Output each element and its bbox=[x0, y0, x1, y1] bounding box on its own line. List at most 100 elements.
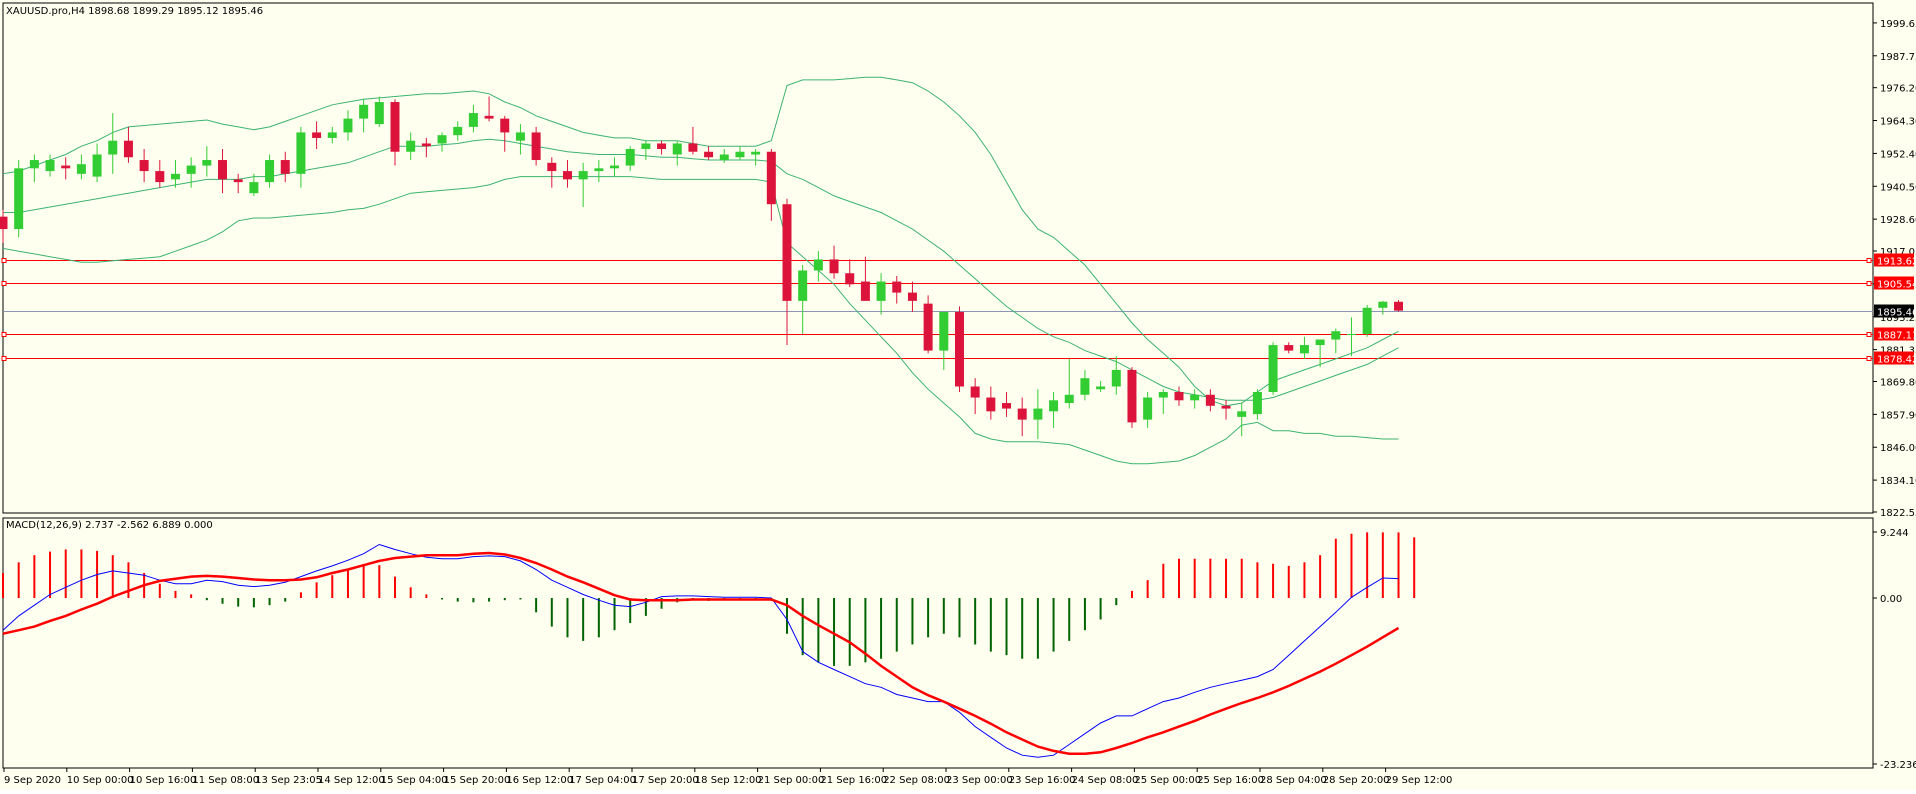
bid-price-label: 1895.46 bbox=[1877, 308, 1916, 319]
macd-tick-label: 9.244 bbox=[1880, 528, 1909, 539]
candle-body bbox=[265, 160, 275, 183]
candle-body bbox=[312, 132, 322, 138]
candle-bullish bbox=[1080, 369, 1090, 401]
candle-body bbox=[704, 151, 714, 158]
candle-bearish bbox=[782, 198, 792, 346]
candle-body bbox=[672, 143, 682, 155]
time-tick-label: 28 Sep 20:00 bbox=[1323, 775, 1390, 786]
candle-body bbox=[1315, 339, 1325, 346]
candle-bullish bbox=[1252, 389, 1262, 420]
candle-bullish bbox=[265, 154, 275, 188]
price-tick-label: 1869.80 bbox=[1880, 378, 1916, 389]
candle-body bbox=[594, 168, 604, 172]
candle-bearish bbox=[704, 146, 714, 161]
level-price-tag bbox=[1874, 276, 1914, 290]
candle-body bbox=[233, 179, 243, 183]
time-tick-label: 16 Sep 12:00 bbox=[506, 775, 573, 786]
time-tick-label: 22 Sep 08:00 bbox=[883, 775, 950, 786]
candle-body bbox=[437, 135, 447, 144]
candle-body bbox=[406, 140, 416, 152]
level-anchor-left bbox=[1, 356, 7, 361]
candle-body bbox=[845, 273, 855, 285]
candle-body bbox=[986, 397, 996, 412]
candle-bullish bbox=[1346, 317, 1356, 357]
level-price-label: 1905.54 bbox=[1877, 280, 1916, 291]
candle-body bbox=[123, 140, 133, 158]
price-tick-label: 1846.00 bbox=[1880, 443, 1916, 454]
candle-body bbox=[1252, 392, 1262, 415]
time-tick-label: 25 Sep 00:00 bbox=[1134, 775, 1201, 786]
time-tick-label: 23 Sep 16:00 bbox=[1009, 775, 1076, 786]
candle-body bbox=[1111, 369, 1121, 387]
candle-bullish bbox=[14, 160, 24, 238]
candle-body bbox=[76, 164, 86, 174]
band-upper bbox=[2, 76, 1399, 407]
candle-bullish bbox=[1237, 403, 1247, 437]
level-anchor-right bbox=[1866, 356, 1872, 361]
candle-body bbox=[813, 259, 823, 271]
candle-body bbox=[249, 182, 259, 194]
level-anchor-right bbox=[1866, 332, 1872, 337]
candle-body bbox=[1205, 394, 1215, 406]
candle-bullish bbox=[1111, 356, 1121, 395]
candle-bullish bbox=[515, 124, 525, 155]
candle-bearish bbox=[1002, 392, 1012, 417]
candle-bullish bbox=[719, 148, 729, 163]
band-lower bbox=[2, 176, 1399, 465]
candle-body bbox=[1017, 408, 1027, 420]
candle-bearish bbox=[860, 256, 870, 301]
time-tick-label: 17 Sep 20:00 bbox=[632, 775, 699, 786]
time-tick-label: 15 Sep 04:00 bbox=[381, 775, 448, 786]
candle-bullish bbox=[735, 146, 745, 161]
time-tick-label: 10 Sep 00:00 bbox=[67, 775, 134, 786]
time-tick-label: 24 Sep 08:00 bbox=[1072, 775, 1139, 786]
candle-body bbox=[515, 132, 525, 141]
time-tick-label: 14 Sep 12:00 bbox=[318, 775, 385, 786]
candle-body bbox=[343, 118, 353, 133]
time-tick-label: 9 Sep 2020 bbox=[4, 775, 61, 786]
candle-bearish bbox=[923, 295, 933, 354]
price-tick-label: 1987.75 bbox=[1880, 52, 1916, 63]
candle-body bbox=[500, 118, 510, 133]
candle-bearish bbox=[139, 148, 149, 183]
candle-bullish bbox=[751, 148, 761, 166]
candle-body bbox=[1237, 411, 1247, 417]
candle-bullish bbox=[939, 311, 949, 370]
time-tick-label: 18 Sep 12:00 bbox=[695, 775, 762, 786]
macd-line bbox=[2, 543, 1399, 758]
candle-body bbox=[45, 160, 55, 172]
candle-bullish bbox=[1049, 392, 1059, 428]
candle-bullish bbox=[876, 273, 886, 315]
candle-body bbox=[547, 162, 557, 172]
candle-bullish bbox=[327, 126, 337, 144]
candle-bullish bbox=[296, 126, 306, 188]
candle-body bbox=[782, 204, 792, 301]
price-tick-label: 1952.40 bbox=[1880, 149, 1916, 160]
signal-line bbox=[2, 551, 1400, 755]
candle-bearish bbox=[562, 160, 572, 188]
candle-body bbox=[657, 143, 667, 149]
symbol-header: XAUUSD.pro,H4 1898.68 1899.29 1895.12 18… bbox=[6, 6, 263, 17]
candle-bullish bbox=[406, 132, 416, 161]
candle-body bbox=[139, 160, 149, 172]
candle-bullish bbox=[108, 113, 118, 174]
level-price-tag bbox=[1874, 327, 1914, 341]
candle-bearish bbox=[123, 126, 133, 163]
price-tick-label: 1917.05 bbox=[1880, 247, 1916, 258]
candle-body bbox=[390, 102, 400, 152]
time-tick-label: 17 Sep 04:00 bbox=[569, 775, 636, 786]
candle-bearish bbox=[1284, 342, 1294, 354]
candle-bearish bbox=[986, 386, 996, 420]
candle-bullish bbox=[343, 110, 353, 141]
candle-body bbox=[751, 151, 761, 155]
candle-body bbox=[766, 151, 776, 205]
candle-body bbox=[907, 292, 917, 301]
candle-bearish bbox=[155, 160, 165, 188]
candle-body bbox=[92, 154, 102, 177]
candle-body bbox=[359, 104, 369, 119]
candle-bearish bbox=[907, 281, 917, 312]
candle-bearish bbox=[312, 121, 322, 149]
candle-bullish bbox=[1143, 392, 1153, 428]
